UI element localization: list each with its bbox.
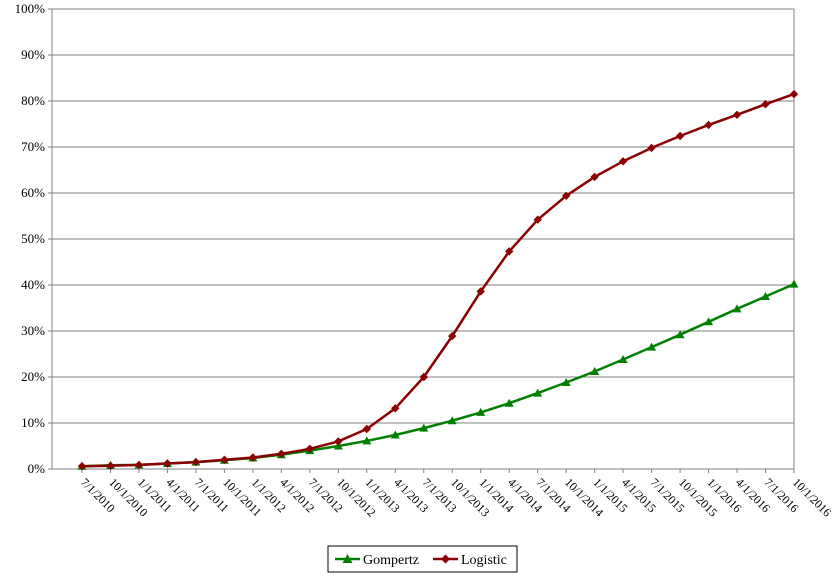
data-point-logistic <box>277 449 286 458</box>
y-tick-label: 60% <box>21 185 45 200</box>
data-point-logistic <box>476 287 485 296</box>
data-point-gompertz <box>476 407 486 416</box>
data-point-logistic <box>248 453 258 462</box>
data-point-logistic <box>77 462 87 471</box>
data-point-gompertz <box>618 355 628 363</box>
data-point-logistic <box>505 247 514 256</box>
data-point-gompertz <box>561 378 571 386</box>
legend-gompertz-marker <box>342 554 353 563</box>
data-point-logistic <box>448 331 457 341</box>
legend-logistic-label: Logistic <box>461 553 507 568</box>
data-point-logistic <box>134 460 144 470</box>
series-line-logistic <box>81 92 795 468</box>
data-point-logistic <box>533 215 542 224</box>
data-point-logistic <box>761 100 770 109</box>
data-point-gompertz <box>647 342 657 351</box>
data-point-logistic <box>362 424 371 434</box>
series-logistic <box>77 89 799 471</box>
legend-logistic-marker <box>441 554 450 564</box>
y-tick-label: 10% <box>21 415 45 430</box>
x-tick-label: 10/1/2016 <box>790 475 834 519</box>
data-point-logistic <box>732 110 742 119</box>
y-tick-label: 20% <box>21 369 45 384</box>
data-point-logistic <box>391 404 400 413</box>
data-point-logistic <box>419 372 428 382</box>
data-point-logistic <box>191 457 201 467</box>
data-point-logistic <box>220 455 229 464</box>
data-point-gompertz <box>675 330 685 339</box>
data-point-gompertz <box>419 423 429 432</box>
y-tick-label: 70% <box>21 139 45 154</box>
data-point-gompertz <box>761 292 770 300</box>
data-point-logistic <box>334 437 343 446</box>
data-point-gompertz <box>362 436 372 445</box>
y-tick-label: 90% <box>21 47 45 62</box>
data-point-logistic <box>106 461 115 470</box>
data-point-logistic <box>618 157 628 166</box>
series-group <box>77 89 799 471</box>
data-point-gompertz <box>704 317 714 326</box>
legend-gompertz-label: Gompertz <box>363 553 419 568</box>
data-point-gompertz <box>789 279 799 288</box>
y-tick-label: 100% <box>15 1 46 16</box>
y-tick-label: 50% <box>21 231 45 246</box>
data-point-logistic <box>704 120 713 130</box>
legend: Gompertz Logistic <box>327 545 518 573</box>
y-tick-label: 0% <box>28 461 46 476</box>
data-point-logistic <box>789 89 799 99</box>
y-tick-label: 40% <box>21 277 45 292</box>
data-point-gompertz <box>447 416 457 425</box>
y-tick-label: 80% <box>21 93 45 108</box>
data-point-gompertz <box>533 388 543 397</box>
x-axis-ticks: 7/1/201010/1/20101/1/20114/1/20117/1/201… <box>78 469 834 520</box>
data-point-logistic <box>305 444 314 453</box>
data-point-gompertz <box>504 398 514 407</box>
y-tick-label: 30% <box>21 323 45 338</box>
y-axis-ticks: 0% 10% 20% 30% 40% 50% 60% 70% 80% 90% 100% <box>15 1 52 476</box>
data-point-logistic <box>590 172 599 182</box>
data-point-gompertz <box>732 304 742 313</box>
data-point-logistic <box>647 143 656 153</box>
gridlines <box>52 54 794 424</box>
data-point-gompertz <box>590 367 600 375</box>
data-point-logistic <box>562 191 571 200</box>
data-point-gompertz <box>390 430 400 439</box>
data-point-logistic <box>675 131 685 141</box>
data-point-logistic <box>163 459 172 468</box>
